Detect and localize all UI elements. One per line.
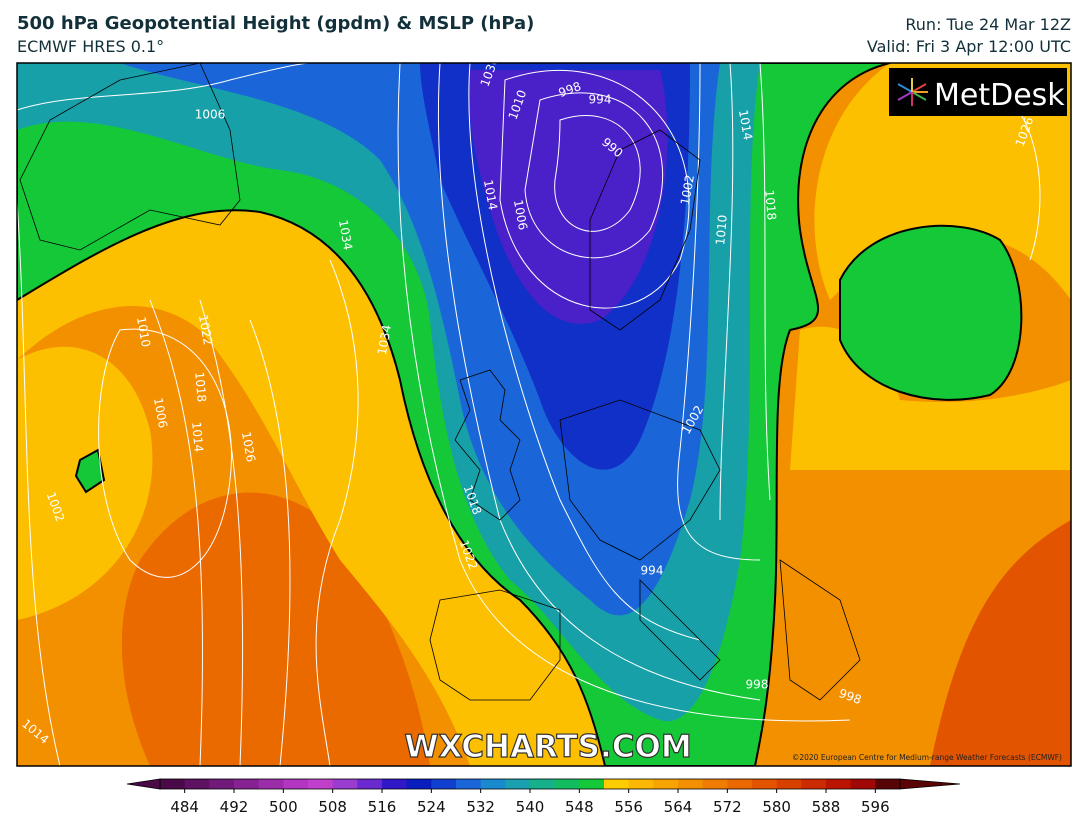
colorbar-arrow xyxy=(126,778,161,790)
colorbar-tick-label: 532 xyxy=(466,798,495,816)
colorbar-segment xyxy=(801,779,827,789)
contour-label: 1010 xyxy=(134,316,153,349)
colorbar-segment xyxy=(530,779,556,789)
colorbar-tick-label: 572 xyxy=(713,798,742,816)
contour-label: 1014 xyxy=(481,179,500,212)
copyright: ©2020 European Centre for Medium-range W… xyxy=(792,753,1062,762)
colorbar-tick-label: 516 xyxy=(368,798,397,816)
colorbar-segment xyxy=(752,779,778,789)
colorbar-tick-label: 500 xyxy=(269,798,298,816)
colorbar-segment xyxy=(234,779,260,789)
colorbar-segment xyxy=(209,779,235,789)
colorbar-segment xyxy=(258,779,284,789)
contour-label: 1022 xyxy=(196,314,215,347)
map-frame xyxy=(16,62,1072,767)
contour-label: 1014 xyxy=(736,109,755,142)
colorbar-segment xyxy=(480,779,506,789)
colorbar-segment xyxy=(382,779,408,789)
colorbar-tick-label: 580 xyxy=(762,798,791,816)
colorbar: 484 492 500 508 516 524 532 540 548 556 564 572 580 5… xyxy=(126,778,961,816)
colorbar-tick-label: 540 xyxy=(516,798,545,816)
field-yellow xyxy=(17,210,605,766)
field-green-blob xyxy=(74,448,106,494)
title: 500 hPa Geopotential Height (gpdm) & MSL… xyxy=(17,13,535,34)
contour-label: 1018 xyxy=(192,371,209,403)
colorbar-segment xyxy=(357,779,383,789)
contour-label: 1010 xyxy=(713,214,730,246)
colorbar-segment xyxy=(160,779,186,789)
contour-label: 1006 xyxy=(151,397,170,430)
contour-label: 1026 xyxy=(239,431,258,464)
contour-label: 994 xyxy=(641,564,664,578)
field-purple xyxy=(468,70,668,324)
colorbar-segment xyxy=(505,779,531,789)
colorbar-segment xyxy=(456,779,482,789)
contour-label: 998 xyxy=(746,678,769,692)
contour-label: 1002 xyxy=(678,174,697,207)
colorbar-tick-label: 548 xyxy=(565,798,594,816)
colorbar-tick-label: 508 xyxy=(318,798,347,816)
colorbar-tick-label: 596 xyxy=(861,798,890,816)
valid-time: Valid: Fri 3 Apr 12:00 UTC xyxy=(866,37,1071,56)
contour-label: 1034 xyxy=(375,324,394,357)
colorbar-segment xyxy=(554,779,580,789)
field-green-blob xyxy=(839,224,1023,401)
colorbar-segment xyxy=(283,779,309,789)
colorbar-segment xyxy=(678,779,704,789)
colorbar-segment xyxy=(875,779,901,789)
field-warm xyxy=(930,520,1071,766)
colorbar-segment xyxy=(308,779,334,789)
contour-label: 1014 xyxy=(189,421,206,453)
contour-label: 1034 xyxy=(336,219,355,252)
colorbar-segment xyxy=(850,779,876,789)
colorbar-segment xyxy=(406,779,432,789)
colorbar-segment xyxy=(628,779,654,789)
colorbar-tick-label: 564 xyxy=(664,798,693,816)
colorbar-tick-label: 492 xyxy=(220,798,249,816)
colorbar-arrow xyxy=(899,778,961,790)
contour-label: 1018 xyxy=(762,189,779,221)
colorbar-segment xyxy=(776,779,802,789)
colorbar-segment xyxy=(604,779,630,789)
logo-icon xyxy=(897,78,928,106)
contour-label: 1006 xyxy=(511,199,530,232)
run-time: Run: Tue 24 Mar 12Z xyxy=(905,15,1071,34)
colorbar-segment xyxy=(826,779,852,789)
colorbar-segment xyxy=(184,779,210,789)
colorbar-segment xyxy=(332,779,358,789)
subtitle: ECMWF HRES 0.1° xyxy=(17,37,165,56)
colorbar-segment xyxy=(579,779,605,789)
colorbar-segment xyxy=(702,779,728,789)
contour-label: 994 xyxy=(589,93,612,107)
colorbar-segment xyxy=(653,779,679,789)
colorbar-tick-label: 484 xyxy=(170,798,199,816)
colorbar-segment xyxy=(431,779,457,789)
colorbar-tick-label: 556 xyxy=(614,798,643,816)
isobars xyxy=(17,63,1041,766)
colorbar-segment xyxy=(727,779,753,789)
colorbar-tick-label: 524 xyxy=(417,798,446,816)
coastlines xyxy=(19,63,861,701)
logo-text: MetDesk xyxy=(934,78,1065,113)
watermark: WXCHARTS.COM xyxy=(404,729,691,765)
contour-label: 1006 xyxy=(195,108,226,122)
colorbar-tick-label: 588 xyxy=(812,798,841,816)
